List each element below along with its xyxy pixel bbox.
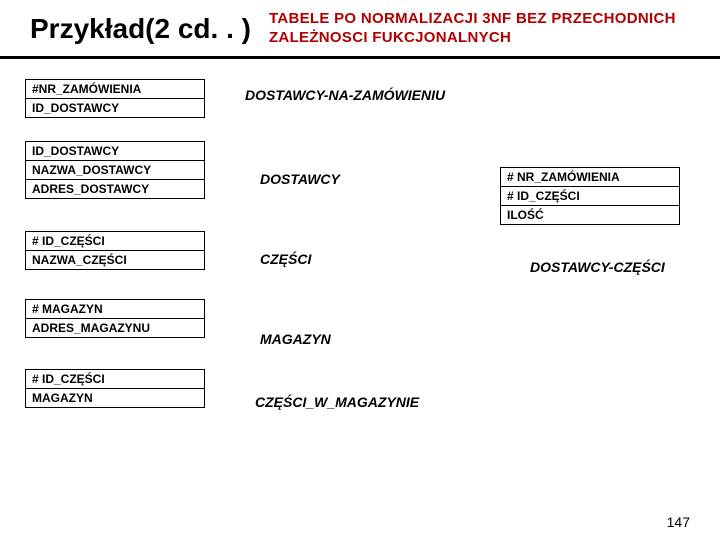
slide-subtitle: TABELE PO NORMALIZACJI 3NF BEZ PRZECHODN… bbox=[269, 10, 700, 48]
table-row: ID_DOSTAWCY bbox=[26, 142, 204, 161]
slide-title: Przykład(2 cd. . ) bbox=[30, 13, 251, 45]
diagram-area: #NR_ZAMÓWIENIAID_DOSTAWCYID_DOSTAWCYNAZW… bbox=[0, 59, 720, 534]
table-label: MAGAZYN bbox=[260, 331, 331, 347]
table-label: CZĘŚCI bbox=[260, 251, 311, 267]
table-row: ADRES_MAGAZYNU bbox=[26, 319, 204, 337]
table-row: MAGAZYN bbox=[26, 389, 204, 407]
table-label: DOSTAWCY-NA-ZAMÓWIENIU bbox=[245, 87, 445, 103]
table-label: CZĘŚCI_W_MAGAZYNIE bbox=[255, 394, 419, 410]
page-number: 147 bbox=[667, 514, 690, 530]
table-row: ID_DOSTAWCY bbox=[26, 99, 204, 117]
table-row: # ID_CZĘŚCI bbox=[26, 232, 204, 251]
schema-table: ID_DOSTAWCYNAZWA_DOSTAWCYADRES_DOSTAWCY bbox=[25, 141, 205, 199]
table-row: # ID_CZĘŚCI bbox=[501, 187, 679, 206]
table-row: ADRES_DOSTAWCY bbox=[26, 180, 204, 198]
table-row: #NR_ZAMÓWIENIA bbox=[26, 80, 204, 99]
table-row: NAZWA_DOSTAWCY bbox=[26, 161, 204, 180]
table-label: DOSTAWCY bbox=[260, 171, 340, 187]
table-row: # MAGAZYN bbox=[26, 300, 204, 319]
schema-table: #NR_ZAMÓWIENIAID_DOSTAWCY bbox=[25, 79, 205, 118]
schema-table: # ID_CZĘŚCIMAGAZYN bbox=[25, 369, 205, 408]
slide-header: Przykład(2 cd. . ) TABELE PO NORMALIZACJ… bbox=[0, 0, 720, 59]
table-row: ILOŚĆ bbox=[501, 206, 679, 224]
table-row: # NR_ZAMÓWIENIA bbox=[501, 168, 679, 187]
schema-table: # MAGAZYNADRES_MAGAZYNU bbox=[25, 299, 205, 338]
schema-table: # NR_ZAMÓWIENIA# ID_CZĘŚCIILOŚĆ bbox=[500, 167, 680, 225]
table-row: # ID_CZĘŚCI bbox=[26, 370, 204, 389]
schema-table: # ID_CZĘŚCINAZWA_CZĘŚCI bbox=[25, 231, 205, 270]
table-label: DOSTAWCY-CZĘŚCI bbox=[530, 259, 665, 275]
table-row: NAZWA_CZĘŚCI bbox=[26, 251, 204, 269]
